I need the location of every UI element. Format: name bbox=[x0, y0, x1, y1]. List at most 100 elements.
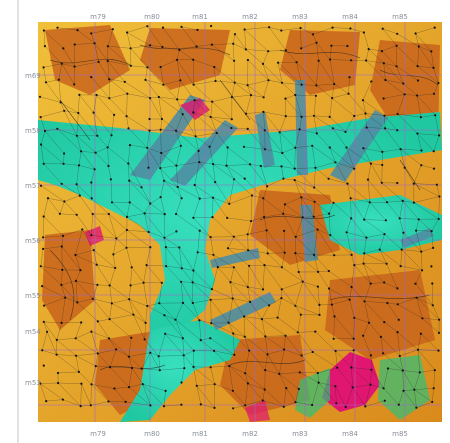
triangulation-edge bbox=[401, 249, 422, 252]
survey-point-icon bbox=[195, 384, 198, 387]
triangulation-edge bbox=[195, 132, 217, 137]
survey-point-icon bbox=[433, 26, 436, 29]
triangulation-edge bbox=[145, 79, 164, 85]
survey-point-icon bbox=[416, 348, 420, 351]
triangulation-edge bbox=[47, 198, 61, 214]
triangulation-edge bbox=[264, 149, 283, 154]
survey-point-icon bbox=[246, 127, 249, 130]
triangulation-edge bbox=[268, 297, 282, 306]
triangulation-edge bbox=[183, 355, 185, 369]
survey-point-icon bbox=[415, 406, 418, 409]
triangulation-edge bbox=[285, 98, 302, 118]
triangulation-edge bbox=[413, 196, 440, 203]
triangulation-edge bbox=[78, 151, 82, 166]
triangulation-edge bbox=[199, 161, 214, 165]
triangulation-edge bbox=[76, 135, 96, 153]
survey-point-icon bbox=[432, 387, 435, 390]
survey-point-icon bbox=[56, 127, 59, 130]
triangulation-edge bbox=[77, 29, 95, 44]
triangulation-edge bbox=[317, 286, 320, 305]
triangulation-edge bbox=[433, 82, 439, 94]
triangulation-edge bbox=[93, 94, 97, 113]
triangulation-edge bbox=[385, 79, 404, 84]
x-tick-bottom: m80 bbox=[144, 430, 160, 438]
survey-point-icon bbox=[244, 112, 248, 115]
survey-point-icon bbox=[315, 84, 318, 87]
triangulation-edge bbox=[396, 66, 419, 81]
triangulation-edge bbox=[261, 317, 278, 320]
survey-point-icon bbox=[346, 182, 349, 185]
survey-point-icon bbox=[250, 194, 254, 197]
triangulation-edge bbox=[213, 254, 218, 268]
survey-point-icon bbox=[209, 298, 212, 301]
survey-point-icon bbox=[296, 331, 299, 334]
triangulation-edge bbox=[418, 46, 434, 69]
triangulation-edge bbox=[334, 316, 354, 339]
triangulation-edge bbox=[199, 197, 214, 199]
triangulation-edge bbox=[364, 283, 371, 302]
triangulation-edge bbox=[46, 399, 63, 402]
y-tick: m54 bbox=[25, 328, 41, 336]
survey-point-icon bbox=[95, 93, 98, 97]
survey-point-icon bbox=[212, 253, 215, 256]
survey-point-icon bbox=[161, 26, 165, 29]
survey-point-icon bbox=[73, 43, 76, 46]
triangulation-edge bbox=[97, 321, 110, 339]
survey-point-icon bbox=[106, 146, 109, 149]
survey-point-icon bbox=[42, 66, 45, 69]
triangulation-edge bbox=[417, 93, 435, 96]
triangulation-edge bbox=[284, 204, 303, 218]
survey-point-icon bbox=[144, 321, 147, 324]
triangulation-edge bbox=[111, 303, 134, 315]
triangulation-edge bbox=[351, 218, 367, 238]
triangulation-edge bbox=[56, 354, 80, 373]
survey-point-icon bbox=[183, 367, 186, 370]
survey-point-icon bbox=[248, 163, 252, 166]
triangulation-edge bbox=[350, 198, 370, 203]
survey-point-icon bbox=[198, 161, 201, 164]
triangulation-edge bbox=[399, 200, 403, 219]
survey-point-icon bbox=[312, 114, 316, 117]
triangulation-edge bbox=[113, 238, 117, 255]
survey-point-icon bbox=[226, 216, 229, 219]
triangulation-edge bbox=[243, 316, 245, 337]
survey-point-icon bbox=[263, 148, 267, 151]
triangulation-edge bbox=[210, 299, 212, 324]
triangulation-edge bbox=[264, 213, 284, 218]
survey-point-icon bbox=[227, 321, 230, 324]
triangulation-edge bbox=[212, 96, 232, 102]
triangulation-edge bbox=[263, 111, 265, 131]
survey-point-icon bbox=[260, 318, 263, 321]
triangulation-edge bbox=[160, 118, 163, 130]
survey-point-icon bbox=[178, 48, 181, 52]
triangulation-edge bbox=[401, 249, 423, 271]
triangulation-edge bbox=[145, 305, 148, 323]
triangulation-edge bbox=[269, 27, 282, 31]
triangulation-edge bbox=[214, 66, 216, 82]
survey-point-icon bbox=[396, 303, 399, 306]
triangulation-edge bbox=[81, 383, 91, 406]
triangulation-edge bbox=[133, 314, 145, 340]
survey-point-icon bbox=[298, 371, 301, 374]
survey-point-icon bbox=[380, 50, 383, 53]
survey-point-icon bbox=[176, 185, 179, 189]
triangulation-edge bbox=[58, 382, 82, 384]
survey-point-icon bbox=[294, 252, 297, 255]
survey-point-icon bbox=[285, 387, 288, 390]
survey-point-icon bbox=[130, 336, 133, 339]
triangulation-edge bbox=[249, 164, 268, 187]
triangulation-edge bbox=[331, 83, 335, 99]
survey-point-icon bbox=[108, 284, 111, 287]
triangulation-edge bbox=[91, 384, 115, 389]
triangulation-edge bbox=[397, 113, 418, 134]
triangulation-edge bbox=[210, 101, 213, 118]
triangulation-edge bbox=[233, 43, 235, 61]
triangulation-edge bbox=[251, 195, 264, 199]
triangulation-edge bbox=[281, 82, 302, 85]
triangulation-edge bbox=[226, 165, 235, 180]
triangulation-edge bbox=[160, 167, 178, 188]
survey-point-icon bbox=[73, 65, 76, 68]
survey-point-icon bbox=[160, 151, 163, 155]
triangulation-edge bbox=[232, 298, 251, 303]
triangulation-edge bbox=[400, 148, 422, 151]
